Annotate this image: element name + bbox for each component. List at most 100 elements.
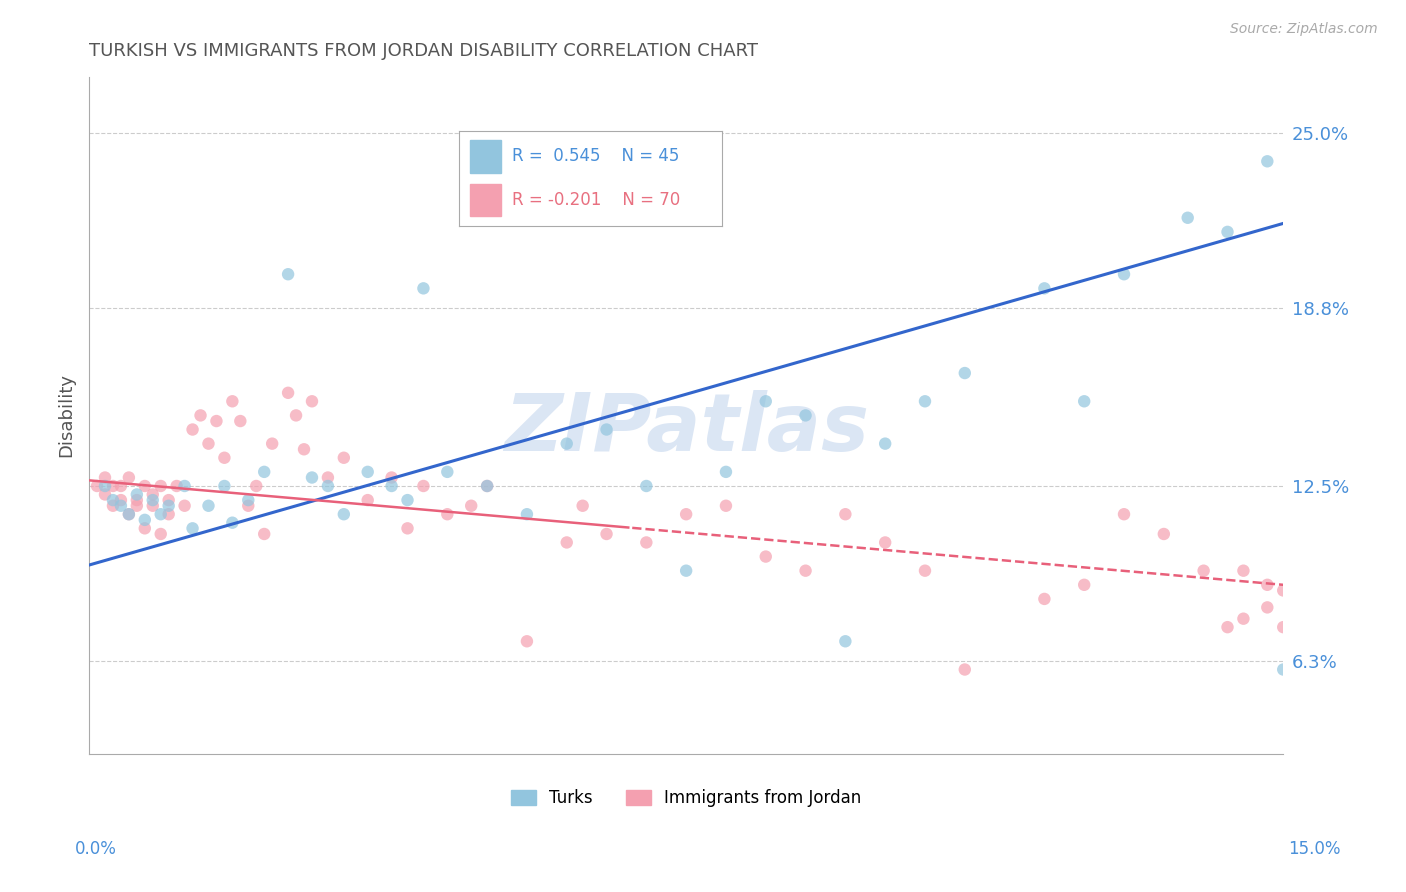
Point — [110, 479, 132, 493]
Point — [1256, 154, 1278, 169]
Point — [101, 479, 124, 493]
Point — [675, 507, 697, 521]
Point — [357, 465, 380, 479]
Point — [101, 493, 124, 508]
Point — [118, 507, 141, 521]
Point — [475, 479, 498, 493]
Point — [412, 281, 434, 295]
Text: ZIPatlas: ZIPatlas — [503, 390, 869, 468]
Point — [142, 493, 165, 508]
Point — [381, 470, 404, 484]
Point — [285, 409, 308, 423]
Text: TURKISH VS IMMIGRANTS FROM JORDAN DISABILITY CORRELATION CHART: TURKISH VS IMMIGRANTS FROM JORDAN DISABI… — [89, 42, 758, 60]
Point — [436, 507, 458, 521]
Point — [357, 493, 380, 508]
Point — [516, 507, 538, 521]
Point — [166, 479, 188, 493]
Point — [134, 479, 156, 493]
Point — [238, 499, 260, 513]
Point — [142, 487, 165, 501]
Point — [125, 493, 148, 508]
Point — [181, 423, 204, 437]
Point — [1112, 507, 1135, 521]
Point — [1256, 578, 1278, 592]
Point — [1073, 394, 1095, 409]
Point — [190, 409, 212, 423]
Point — [149, 507, 172, 521]
Point — [1256, 600, 1278, 615]
Point — [1177, 211, 1199, 225]
Point — [1272, 620, 1295, 634]
Point — [221, 394, 243, 409]
Point — [914, 394, 936, 409]
Point — [755, 394, 778, 409]
Point — [571, 499, 593, 513]
Point — [595, 527, 617, 541]
Point — [1272, 663, 1295, 677]
Y-axis label: Disability: Disability — [58, 374, 75, 458]
Point — [292, 442, 315, 457]
Point — [197, 436, 219, 450]
Point — [475, 479, 498, 493]
Point — [1216, 225, 1239, 239]
Point — [1232, 564, 1254, 578]
Point — [221, 516, 243, 530]
Point — [253, 465, 276, 479]
Point — [1216, 620, 1239, 634]
Point — [277, 267, 299, 281]
Text: 0.0%: 0.0% — [75, 840, 117, 858]
Point — [1112, 267, 1135, 281]
Point — [412, 479, 434, 493]
Point — [134, 521, 156, 535]
Point — [755, 549, 778, 564]
Point — [301, 470, 323, 484]
Text: 15.0%: 15.0% — [1288, 840, 1341, 858]
Point — [157, 499, 180, 513]
Point — [94, 487, 117, 501]
Point — [875, 436, 897, 450]
Point — [1192, 564, 1215, 578]
Point — [333, 450, 356, 465]
Point — [436, 465, 458, 479]
Point — [834, 634, 856, 648]
Point — [149, 527, 172, 541]
Point — [595, 423, 617, 437]
Legend: Turks, Immigrants from Jordan: Turks, Immigrants from Jordan — [503, 782, 869, 814]
Point — [714, 465, 737, 479]
Point — [555, 535, 578, 549]
Point — [834, 507, 856, 521]
Point — [262, 436, 284, 450]
Point — [794, 409, 817, 423]
Point — [197, 499, 219, 513]
Point — [301, 394, 323, 409]
Point — [1232, 612, 1254, 626]
Point — [555, 436, 578, 450]
Point — [149, 479, 172, 493]
Point — [94, 470, 117, 484]
Point — [516, 634, 538, 648]
Point — [205, 414, 228, 428]
Point — [636, 479, 658, 493]
Point — [94, 479, 117, 493]
Point — [277, 385, 299, 400]
Point — [396, 493, 419, 508]
Point — [253, 527, 276, 541]
Point — [214, 479, 236, 493]
Point — [396, 521, 419, 535]
Point — [101, 499, 124, 513]
Point — [125, 499, 148, 513]
Point — [125, 487, 148, 501]
Point — [110, 499, 132, 513]
Point — [953, 663, 976, 677]
Point — [875, 535, 897, 549]
Point — [173, 479, 195, 493]
Point — [675, 564, 697, 578]
Point — [333, 507, 356, 521]
Point — [953, 366, 976, 380]
Point — [1033, 281, 1056, 295]
Point — [134, 513, 156, 527]
Text: Source: ZipAtlas.com: Source: ZipAtlas.com — [1230, 22, 1378, 37]
Point — [316, 479, 339, 493]
Point — [1153, 527, 1175, 541]
Point — [316, 470, 339, 484]
